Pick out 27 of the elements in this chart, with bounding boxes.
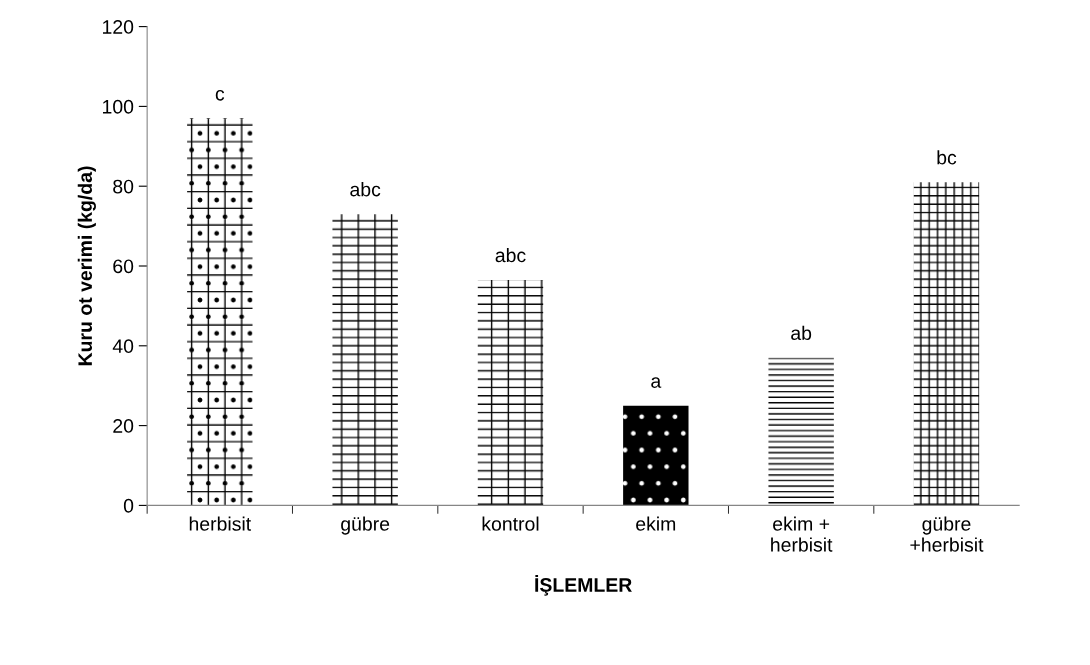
y-tick-label: 120 (103, 20, 134, 34)
y-tick-label: 20 (113, 419, 134, 433)
x-axis-title: İŞLEMLER (535, 575, 632, 596)
y-tick-label: 40 (112, 339, 134, 354)
x-tick-label: herbisit (189, 516, 252, 531)
y-tick-label: 100 (103, 99, 134, 114)
annotation: ab (791, 325, 812, 341)
bar (187, 118, 253, 506)
y-tick-label: 60 (113, 259, 134, 274)
y-tick-label: 80 (113, 179, 134, 194)
annotation: abc (350, 182, 381, 197)
x-tick-label: gübre (341, 516, 390, 535)
x-tick-label: kontrol (482, 516, 539, 531)
annotation: a (651, 377, 662, 388)
y-axis-title: Kuru ot verimi (kg/da) (77, 166, 96, 366)
annotation: bc (937, 150, 957, 165)
bar (477, 279, 544, 506)
bar (623, 405, 689, 506)
x-tick-label: ekim (636, 516, 676, 531)
x-tick-label: ekim + herbisit (771, 516, 833, 552)
bar (332, 214, 398, 506)
y-tick-label: 0 (123, 498, 134, 513)
bar (768, 357, 834, 506)
annotation: c (215, 89, 225, 101)
bar (913, 182, 980, 506)
annotation: abc (495, 247, 526, 263)
x-tick-label: gübre +herbisit (910, 516, 984, 552)
